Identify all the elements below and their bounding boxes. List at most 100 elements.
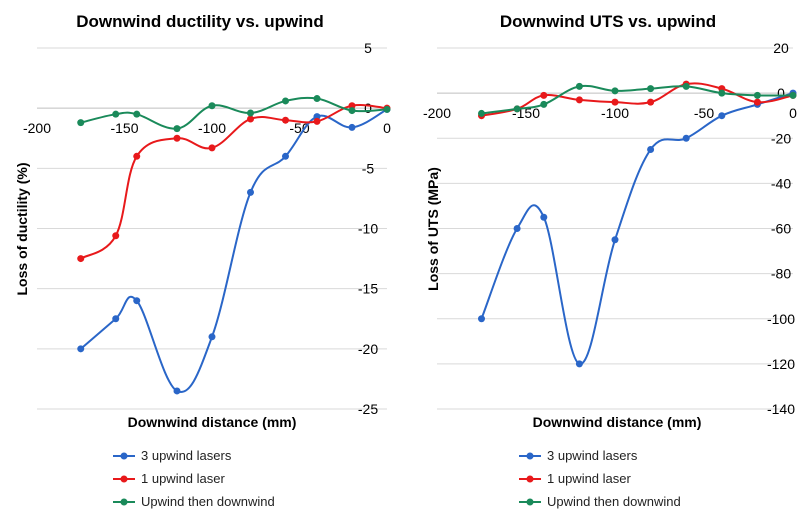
data-point [647,85,655,93]
data-point [133,110,141,118]
x-tick-label: -50 [694,105,714,121]
y-tick-label: 0 [777,85,785,101]
data-point [753,91,761,99]
data-point [247,115,254,123]
data-point [247,188,254,196]
y-tick-label: -25 [358,401,378,417]
legend-label: Upwind then downwind [547,494,681,509]
series-line [80,96,388,130]
y-tick-label: -80 [771,266,791,282]
y-tick-label: -15 [358,281,378,297]
data-point [575,360,583,368]
series-line [481,82,794,117]
data-point [282,116,289,124]
data-point [313,95,321,103]
x-tick-label: -200 [23,120,51,136]
data-point [313,113,321,121]
y-tick-label: -10 [358,221,378,237]
x-tick-label: 0 [789,105,797,121]
data-point [513,225,521,232]
x-tick-label: -100 [601,105,629,121]
data-point [789,91,797,99]
legend-swatch-marker [120,475,128,483]
x-tick-label: -50 [289,120,309,136]
y-tick-label: -100 [767,311,795,327]
x-axis-label: Downwind distance (mm) [533,414,702,430]
data-point [282,97,289,105]
data-point [611,236,619,244]
legend-label: 1 upwind laser [547,471,631,486]
data-point [348,102,356,110]
legend-swatch-marker [120,498,128,506]
data-point [133,152,141,160]
y-tick-label: -20 [771,130,791,146]
data-point [611,87,619,95]
x-tick-label: 0 [383,120,391,136]
x-tick-label: -200 [423,105,451,121]
x-tick-label: -100 [198,120,226,136]
data-point [208,102,216,110]
data-point [173,125,181,133]
chart-1: Downwind ductility vs. upwind 5 0 -5 -10 -15 -… [14,12,391,509]
data-point [383,105,391,113]
chart-title: Downwind UTS vs. upwind [500,12,716,31]
legend-swatch-marker [120,452,128,460]
data-point [173,134,181,142]
data-point [575,82,583,90]
y-tick-label: -60 [771,221,791,237]
data-point [540,100,548,108]
data-point [282,152,289,160]
data-point [753,98,761,106]
data-point [348,107,356,115]
data-point [540,91,548,99]
y-tick-label: 5 [364,40,372,56]
data-point [77,255,85,263]
chart-title: Downwind ductility vs. upwind [76,12,323,31]
series-line [80,104,388,260]
data-point [682,134,690,142]
data-point [575,96,583,104]
y-tick-label: -5 [362,160,375,176]
data-point [112,232,120,240]
y-tick-label: -120 [767,356,795,372]
legend-label: Upwind then downwind [141,494,275,509]
y-axis-label: Loss of ductility (%) [14,163,30,296]
y-tick-label: -40 [771,175,791,191]
data-point [478,109,485,117]
y-tick-label: 0 [364,100,372,116]
data-point [247,109,254,117]
data-point [208,144,216,152]
data-point [77,119,85,127]
series-line [481,84,794,115]
data-point [682,82,690,90]
data-point [77,345,85,353]
legend-swatch-marker [526,498,534,506]
data-point [313,117,321,125]
y-tick-label: -140 [767,401,795,417]
legend-label: 1 upwind laser [141,471,225,486]
data-point [478,315,485,323]
chart-2: Downwind UTS vs. upwind 20 0 -20 -40 -60 -80 -1… [423,12,797,509]
data-point [208,333,216,341]
data-point [513,105,521,113]
legend-label: 3 upwind lasers [547,448,638,463]
data-point [173,387,181,395]
y-axis-label: Loss of UTS (MPa) [425,167,441,291]
data-point [133,297,141,305]
data-point [718,112,726,120]
legend-swatch-marker [526,452,534,460]
data-point [540,213,548,221]
x-tick-label: -150 [110,120,138,136]
data-point [112,110,120,118]
data-point [611,98,619,106]
y-tick-label: 20 [773,40,789,56]
series-line [80,108,388,393]
legend-label: 3 upwind lasers [141,448,232,463]
y-tick-label: -20 [358,341,378,357]
data-point [647,98,655,106]
data-point [348,123,356,131]
legend-swatch-marker [526,475,534,483]
data-point [718,89,726,97]
data-point [647,146,655,154]
